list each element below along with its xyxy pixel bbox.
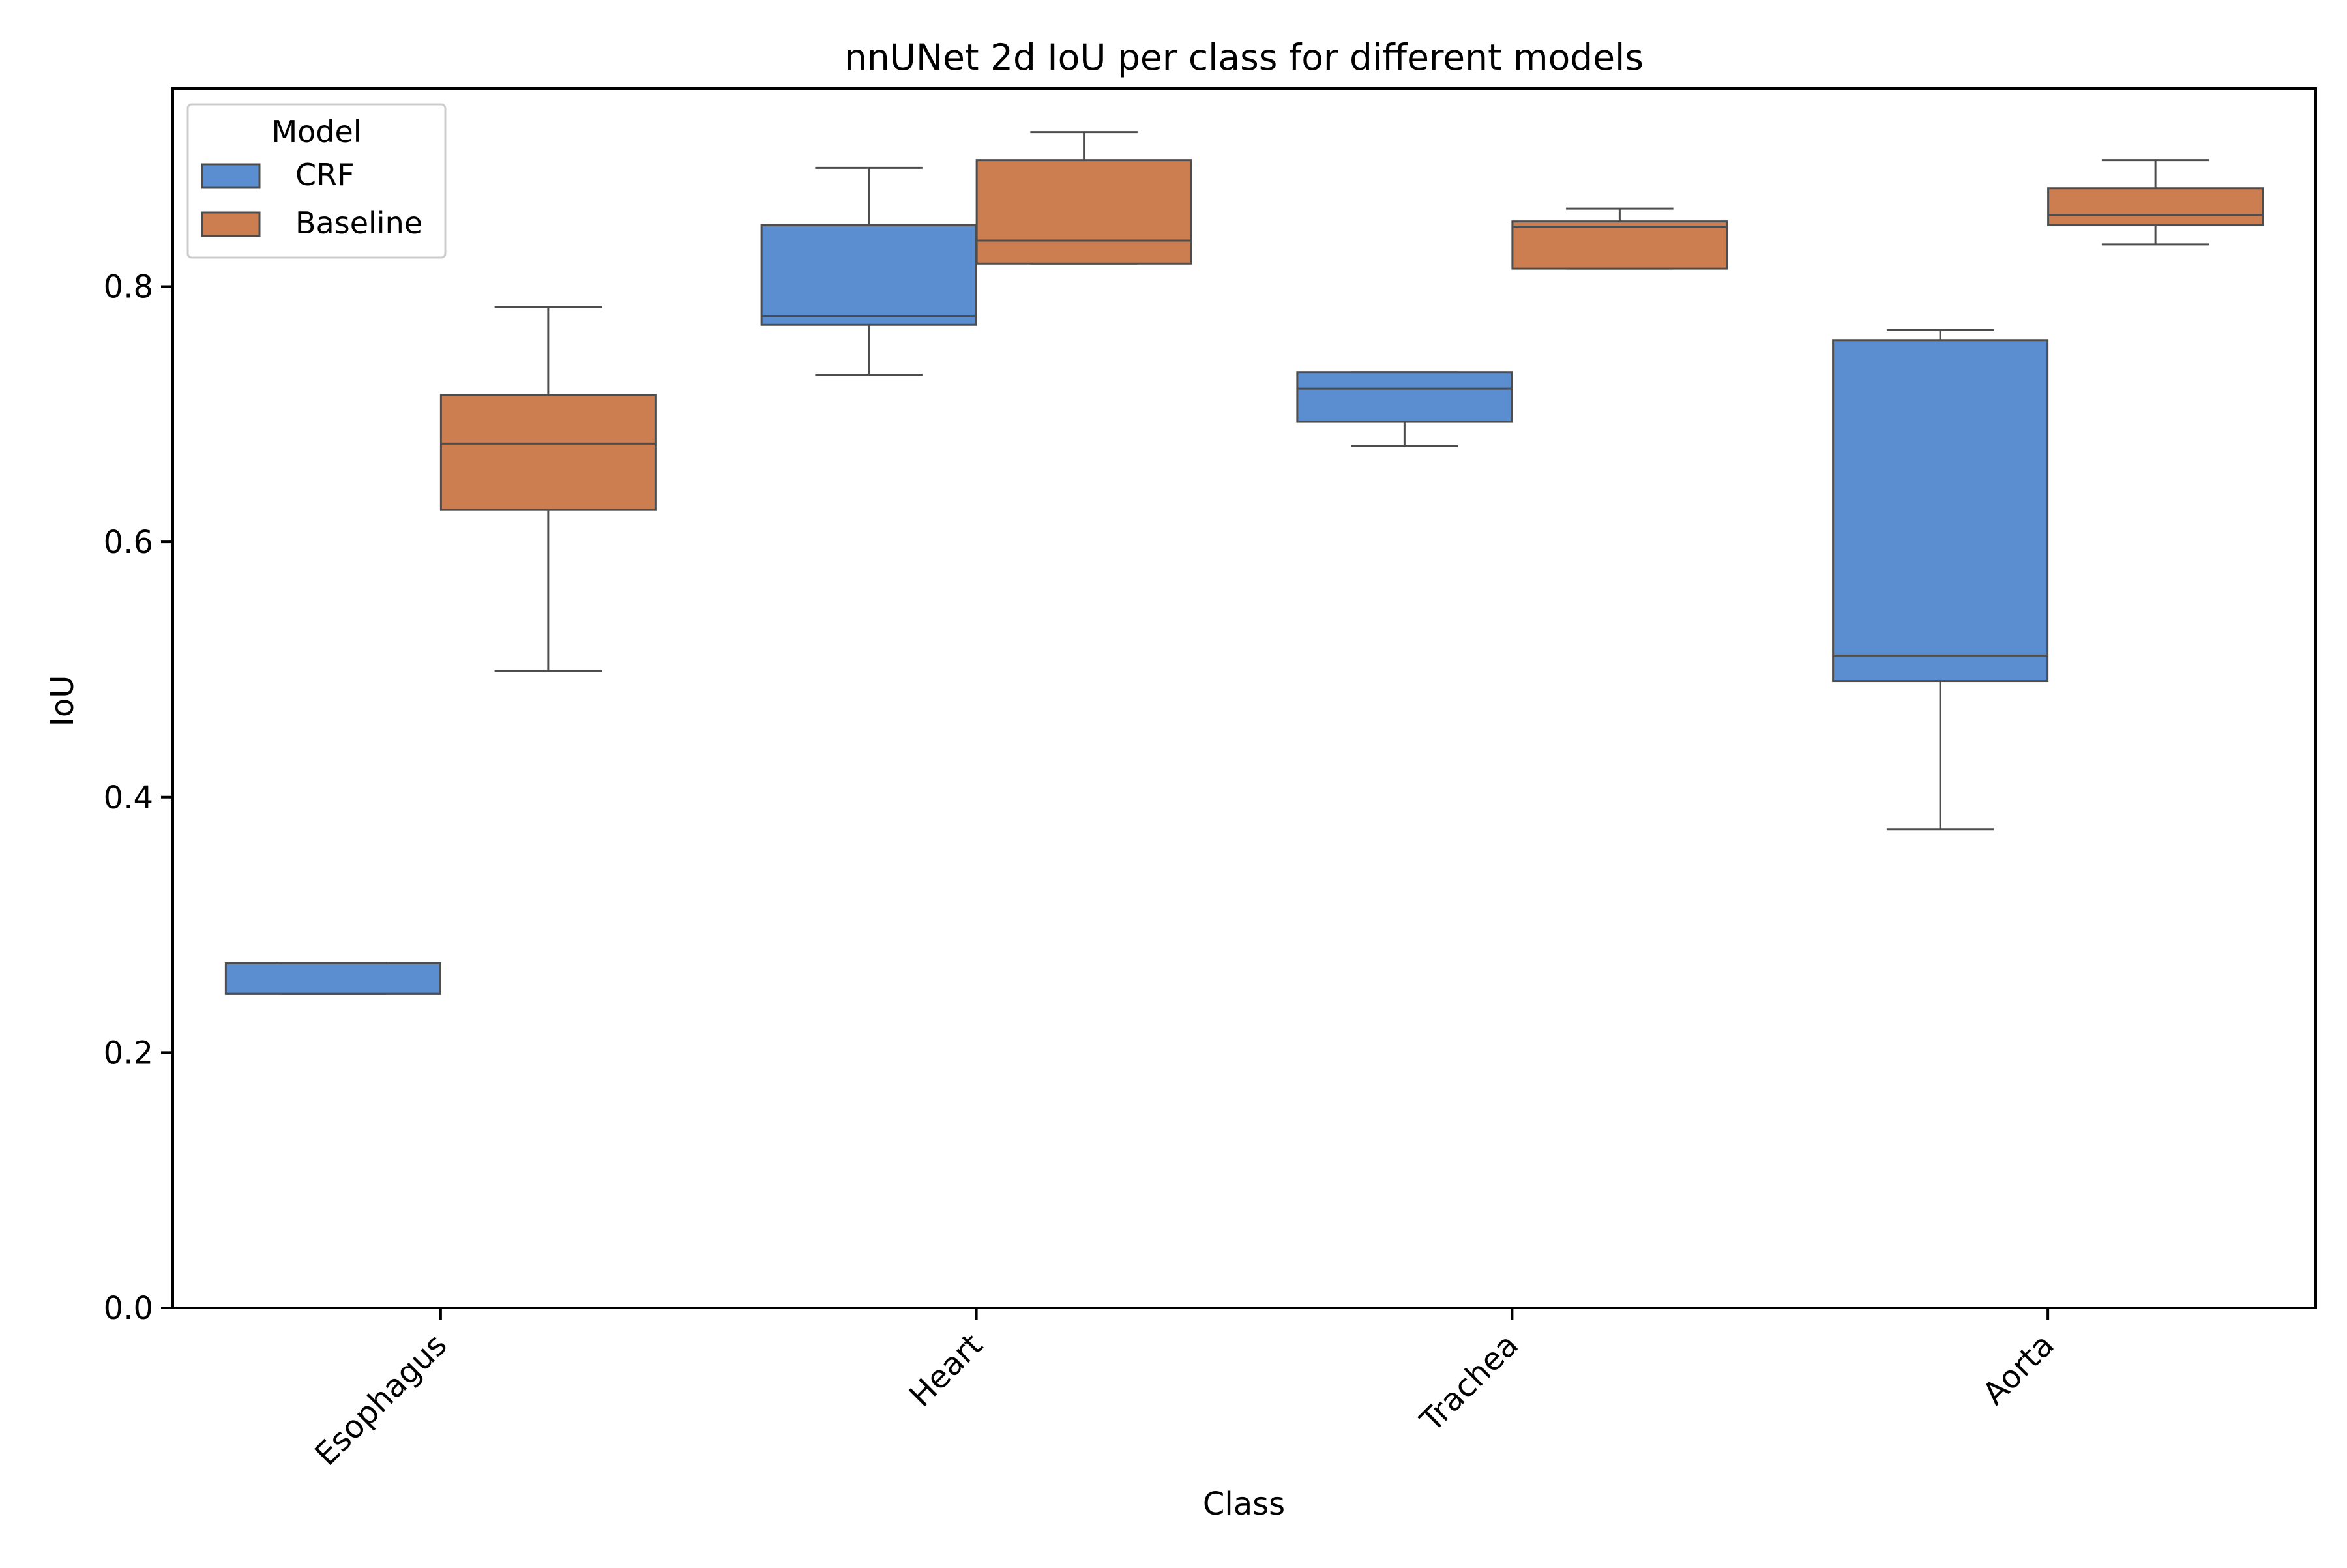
box-group-baseline-trachea: [1511, 207, 1728, 270]
box-iqr: [1832, 339, 2049, 683]
box-group-baseline-heart: [975, 131, 1192, 265]
legend-title: Model: [271, 114, 361, 149]
y-tick-label: 0.8: [104, 269, 153, 306]
box-iqr: [975, 159, 1192, 265]
x-tick-label: Trachea: [1413, 1327, 1526, 1440]
x-tick-label: Esophagus: [308, 1327, 454, 1473]
chart-title: nnUNet 2d IoU per class for different mo…: [844, 37, 1644, 78]
box-iqr: [1511, 220, 1728, 270]
y-axis-label: IoU: [44, 675, 81, 727]
plot-area: [224, 131, 2264, 995]
box-group-crf-aorta: [1832, 329, 2049, 831]
y-tick-label: 0.0: [104, 1290, 153, 1327]
box-iqr: [760, 224, 977, 326]
box-group-baseline-aorta: [2047, 159, 2264, 246]
axes: 0.0 0.2 0.4 0.6 0.8 Esophagus Heart Trachea Aort…: [104, 87, 2317, 1473]
legend-label-baseline: Baseline: [295, 205, 422, 241]
legend-swatch-baseline: [201, 211, 261, 237]
box-iqr: [439, 394, 657, 511]
box-iqr: [224, 962, 441, 995]
legend: Model CRF Baseline: [186, 103, 447, 259]
box-group-crf-esophagus: [224, 962, 441, 995]
y-tick-label: 0.4: [104, 780, 153, 816]
box-iqr: [1296, 371, 1513, 423]
box-group-crf-heart: [760, 166, 977, 376]
x-tick-label: Heart: [902, 1327, 990, 1414]
y-tick-label: 0.6: [104, 524, 153, 561]
y-tick-label: 0.2: [104, 1035, 153, 1071]
x-tick-label: Aorta: [1976, 1327, 2061, 1412]
box-group-crf-trachea: [1296, 371, 1513, 447]
x-axis-label: Class: [1203, 1486, 1285, 1522]
legend-swatch-crf: [201, 163, 261, 189]
box-group-baseline-esophagus: [439, 306, 657, 672]
box-iqr: [2047, 187, 2264, 227]
legend-label-crf: CRF: [295, 157, 355, 192]
axes-frame: [171, 87, 2317, 1309]
